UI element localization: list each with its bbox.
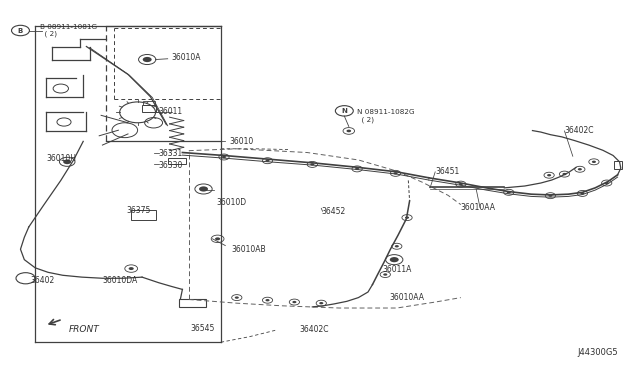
Circle shape xyxy=(292,301,296,303)
Circle shape xyxy=(346,129,351,132)
Circle shape xyxy=(395,245,399,247)
Circle shape xyxy=(394,172,397,174)
Circle shape xyxy=(310,163,314,166)
Circle shape xyxy=(222,156,226,158)
Text: J44300G5: J44300G5 xyxy=(577,348,618,357)
Circle shape xyxy=(235,296,239,299)
Text: 36402C: 36402C xyxy=(300,325,329,334)
Text: 36011A: 36011A xyxy=(383,265,412,274)
Text: FRONT: FRONT xyxy=(69,325,100,334)
Text: B: B xyxy=(18,28,23,33)
Circle shape xyxy=(266,160,269,162)
Circle shape xyxy=(459,183,463,185)
Text: 36010: 36010 xyxy=(229,137,253,146)
Text: B 08911-1081G
  ( 2): B 08911-1081G ( 2) xyxy=(40,24,97,37)
Text: 36402C: 36402C xyxy=(564,126,594,135)
Circle shape xyxy=(390,257,399,262)
Circle shape xyxy=(547,174,551,176)
Circle shape xyxy=(605,182,609,184)
Circle shape xyxy=(507,191,511,193)
Text: 36010AB: 36010AB xyxy=(232,245,266,254)
Bar xyxy=(131,210,156,220)
Bar xyxy=(168,158,186,164)
Circle shape xyxy=(63,160,71,164)
Circle shape xyxy=(266,299,269,301)
Text: N: N xyxy=(341,108,348,114)
Circle shape xyxy=(580,192,584,195)
Text: 36451: 36451 xyxy=(435,167,460,176)
Text: 36010AA: 36010AA xyxy=(389,293,424,302)
Circle shape xyxy=(578,168,582,170)
Circle shape xyxy=(383,273,387,276)
Circle shape xyxy=(548,195,552,197)
Text: 36011: 36011 xyxy=(159,107,183,116)
Text: 36010H: 36010H xyxy=(46,154,76,163)
Circle shape xyxy=(319,302,323,304)
Bar xyxy=(179,299,206,307)
Text: 36010DA: 36010DA xyxy=(102,276,138,285)
Bar xyxy=(143,101,155,105)
Bar xyxy=(142,105,156,112)
Text: 36545: 36545 xyxy=(191,324,215,333)
Text: 36402: 36402 xyxy=(31,276,55,285)
Circle shape xyxy=(129,267,134,270)
Text: 36452: 36452 xyxy=(321,207,346,216)
Text: 36331: 36331 xyxy=(159,149,183,158)
Circle shape xyxy=(563,173,566,175)
Text: 36375: 36375 xyxy=(126,206,150,215)
Text: N 08911-1082G
  ( 2): N 08911-1082G ( 2) xyxy=(357,109,415,123)
Circle shape xyxy=(592,161,596,163)
Circle shape xyxy=(355,168,359,170)
Bar xyxy=(614,161,622,169)
Circle shape xyxy=(405,217,409,219)
Circle shape xyxy=(199,186,208,192)
Text: 36010D: 36010D xyxy=(216,198,246,207)
Text: 36010AA: 36010AA xyxy=(461,203,496,212)
Circle shape xyxy=(215,237,220,240)
Text: 36330: 36330 xyxy=(159,161,183,170)
Text: 36010A: 36010A xyxy=(172,53,201,62)
Circle shape xyxy=(143,57,152,62)
